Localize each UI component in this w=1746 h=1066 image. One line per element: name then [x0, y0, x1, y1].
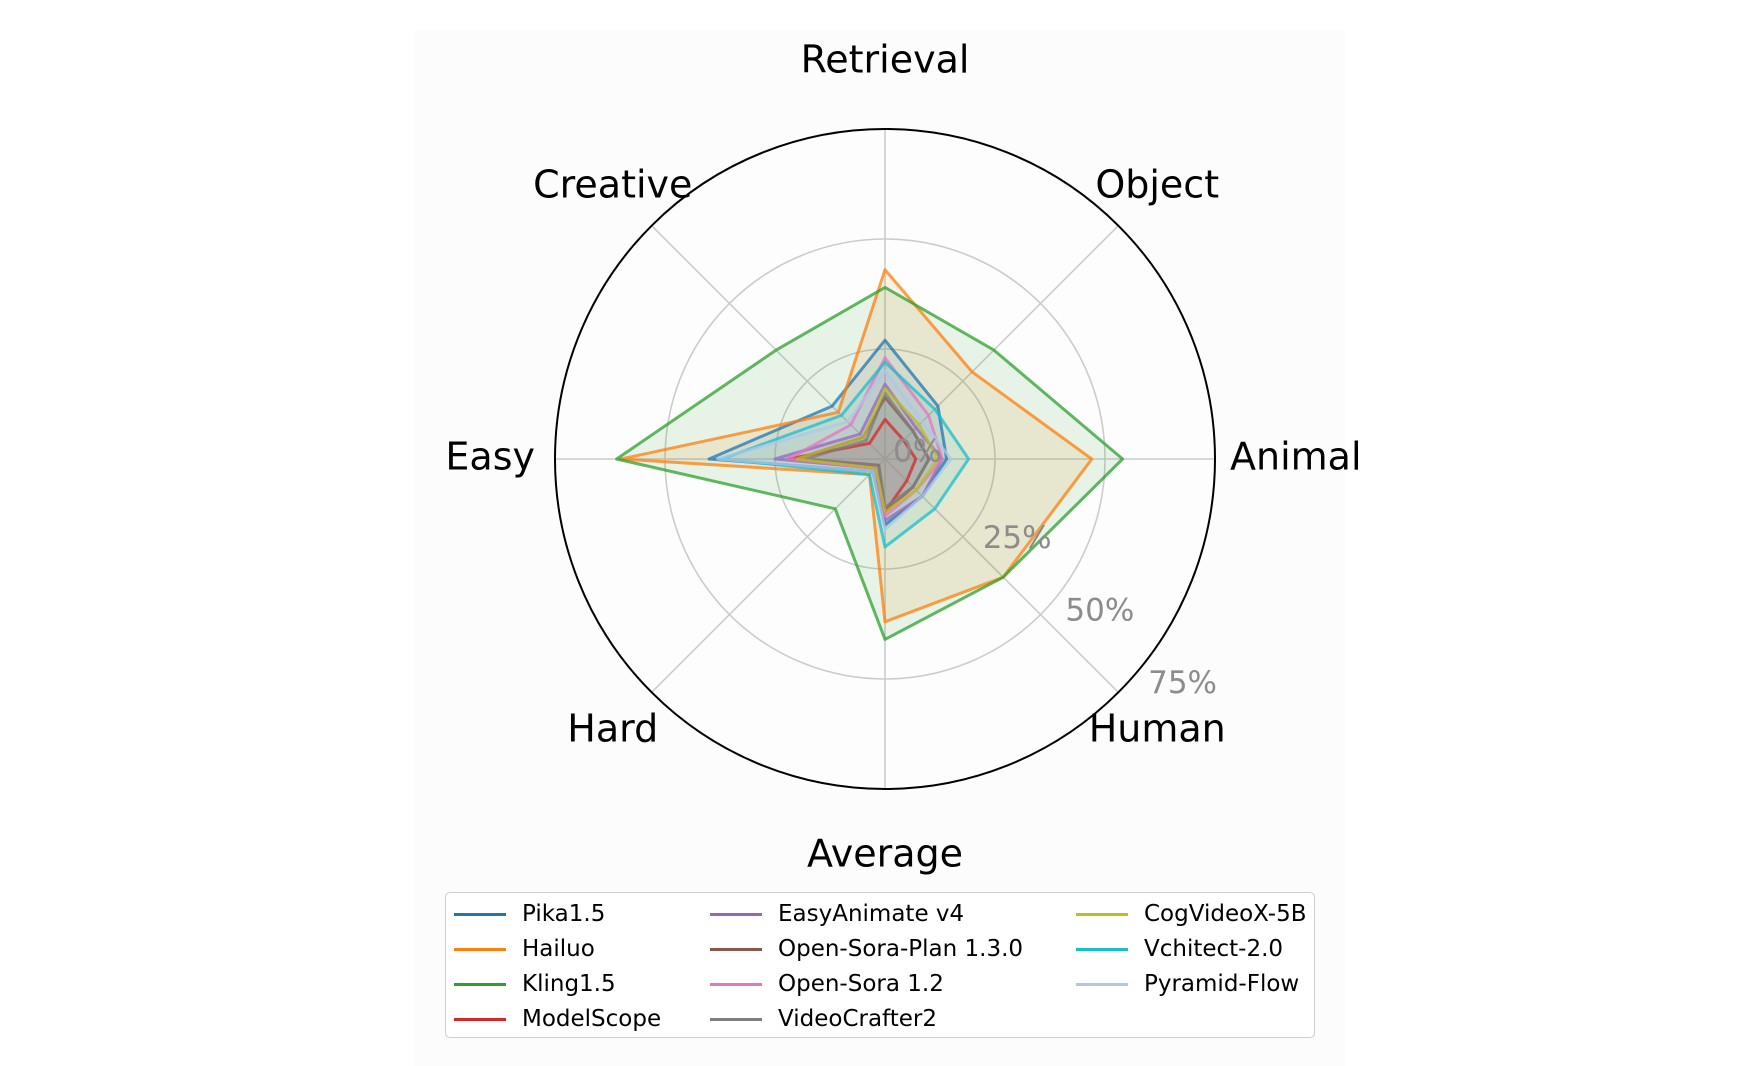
axis-label-average: Average	[807, 832, 963, 876]
axis-label-human: Human	[1089, 707, 1226, 751]
legend-swatch	[1076, 947, 1128, 951]
axis-label-easy: Easy	[445, 435, 535, 479]
legend-item-easyanimate-v4: EasyAnimate v4	[710, 897, 964, 931]
legend-swatch	[454, 912, 506, 916]
legend-swatch	[1076, 982, 1128, 986]
spoke-creative	[651, 225, 886, 460]
grid-circle-50	[664, 238, 1106, 680]
spoke-object	[884, 225, 1119, 460]
legend-item-open-sora-plan-1-3-0: Open-Sora-Plan 1.3.0	[710, 932, 1023, 966]
legend-item-cogvideox-5b: CogVideoX-5B	[1076, 897, 1307, 931]
series-line-pyramid-flow	[716, 369, 953, 531]
series-line-kling1-5	[615, 285, 1125, 641]
legend-swatch	[710, 912, 762, 916]
axis-label-creative: Creative	[533, 162, 692, 206]
axis-label-retrieval: Retrieval	[801, 38, 970, 82]
r-tick-label: 75%	[1148, 665, 1217, 701]
legend-label: Pika1.5	[522, 901, 606, 927]
series-area-vchitect-2-0	[722, 362, 969, 547]
legend-item-hailuo: Hailuo	[454, 932, 595, 966]
radar-outer-boundary	[554, 128, 1216, 790]
legend: Pika1.5 Hailuo Kling1.5 ModelScope EasyAnima…	[445, 892, 1315, 1038]
legend-label: Hailuo	[522, 936, 595, 962]
legend-label: CogVideoX-5B	[1144, 901, 1307, 927]
axis-label-hard: Hard	[567, 707, 658, 751]
series-line-hailuo	[619, 268, 1094, 624]
legend-swatch	[710, 1017, 762, 1021]
r-tick-label: 0%	[893, 434, 942, 470]
radar-labels: 0% 25% 50% 75% Retrieval Object Animal Human Ave…	[445, 38, 1361, 876]
legend-label: Open-Sora-Plan 1.3.0	[778, 936, 1024, 962]
series-line-open-sora-1-2	[786, 356, 944, 518]
legend-label: Vchitect-2.0	[1144, 936, 1284, 962]
legend-item-pika1-5: Pika1.5	[454, 897, 605, 931]
legend-item-pyramid-flow: Pyramid-Flow	[1076, 967, 1299, 1001]
legend-item-videocrafter2: VideoCrafter2	[710, 1002, 937, 1036]
legend-swatch	[454, 1017, 506, 1021]
series-area-open-sora-plan-1-3-0	[797, 397, 929, 512]
axis-label-object: Object	[1095, 162, 1219, 206]
axis-label-animal: Animal	[1230, 435, 1362, 479]
legend-swatch	[1076, 912, 1128, 916]
legend-label: VideoCrafter2	[778, 1006, 938, 1032]
legend-label: ModelScope	[522, 1006, 662, 1032]
r-tick-label: 50%	[1065, 593, 1134, 629]
radar-series	[615, 268, 1125, 641]
series-line-cogvideox-5b	[795, 387, 940, 514]
legend-label: EasyAnimate v4	[778, 901, 965, 927]
radar-chart: 0% 25% 50% 75% Retrieval Object Animal Human Ave…	[445, 38, 1361, 876]
legend-label: Pyramid-Flow	[1144, 971, 1300, 997]
legend-swatch	[454, 982, 506, 986]
series-line-easyanimate-v4	[773, 382, 944, 523]
legend-item-open-sora-1-2: Open-Sora 1.2	[710, 967, 944, 1001]
spoke-human	[884, 458, 1119, 693]
r-tick-label: 25%	[983, 520, 1052, 556]
series-line-vchitect-2-0	[720, 360, 971, 549]
legend-item-kling1-5: Kling1.5	[454, 967, 616, 1001]
legend-swatch	[710, 947, 762, 951]
series-area-videocrafter2	[805, 393, 929, 508]
legend-item-modelscope: ModelScope	[454, 1002, 661, 1036]
spoke-hard	[651, 458, 886, 693]
legend-item-vchitect-2-0: Vchitect-2.0	[1076, 932, 1283, 966]
legend-label: Open-Sora 1.2	[778, 971, 944, 997]
legend-swatch	[454, 947, 506, 951]
legend-swatch	[710, 982, 762, 986]
series-area-easyanimate-v4	[775, 384, 943, 521]
legend-label: Kling1.5	[522, 971, 616, 997]
